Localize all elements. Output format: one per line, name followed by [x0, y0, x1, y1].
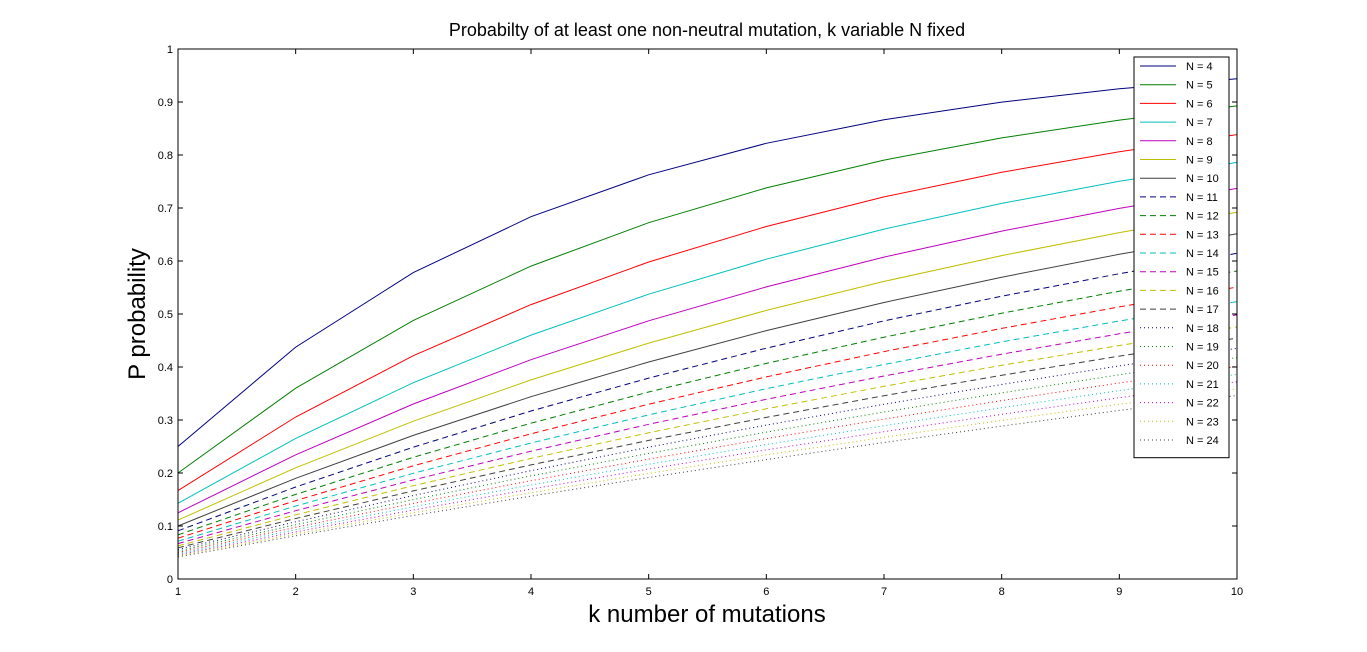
x-tick-label: 9 — [1116, 586, 1122, 598]
legend-label: N = 22 — [1186, 398, 1219, 410]
x-tick-label: 3 — [410, 586, 416, 598]
chart-title: Probabilty of at least one non-neutral m… — [449, 20, 965, 40]
legend-label: N = 5 — [1186, 80, 1213, 92]
y-tick-label: 0.6 — [158, 256, 173, 268]
x-tick-label: 7 — [881, 586, 887, 598]
series-line-n15 — [177, 314, 1238, 545]
legend-label: N = 21 — [1186, 379, 1219, 391]
series-line-n9 — [177, 211, 1238, 521]
series-line-n7 — [177, 161, 1238, 504]
series-line-n14 — [177, 301, 1238, 542]
series-line-n12 — [177, 270, 1238, 536]
axis-ticks: 1 2 3 4 5 6 7 8 9 10 0 0.1 0.2 0.3 0.4 0.5 0.6 0.7 0.8 0.9 1 — [158, 44, 1243, 598]
y-tick-label: 0.2 — [158, 468, 173, 480]
y-tick-label: 0.7 — [158, 203, 173, 215]
x-tick-label: 5 — [646, 586, 652, 598]
x-tick-label: 10 — [1231, 586, 1243, 598]
series-line-n21 — [177, 373, 1238, 555]
y-tick-label: 0.9 — [158, 97, 173, 109]
series-line-n11 — [177, 252, 1238, 532]
legend-box — [1133, 56, 1230, 459]
series-line-n16 — [177, 326, 1238, 547]
legend-label: N = 15 — [1186, 267, 1219, 279]
legend-label: N = 24 — [1186, 435, 1219, 447]
y-tick-label: 0.1 — [158, 521, 173, 533]
x-tick-label: 4 — [528, 586, 534, 598]
series-line-n8 — [177, 187, 1238, 514]
legend-label: N = 19 — [1186, 342, 1219, 354]
plot-frame — [177, 48, 1238, 580]
x-tick-label: 1 — [175, 586, 181, 598]
series-line-n13 — [177, 286, 1238, 539]
y-tick-label: 1 — [167, 44, 173, 56]
y-tick-label: 0.4 — [158, 362, 173, 374]
legend-label: N = 6 — [1186, 98, 1213, 110]
series-group — [177, 78, 1238, 558]
y-tick-label: 0.8 — [158, 150, 173, 162]
legend-label: N = 11 — [1186, 192, 1218, 204]
series-line-n5 — [177, 105, 1238, 474]
legend-label: N = 7 — [1186, 117, 1213, 129]
series-line-n6 — [177, 134, 1238, 492]
y-tick-label: 0 — [167, 574, 173, 586]
legend-label: N = 17 — [1186, 304, 1219, 316]
x-tick-label: 2 — [293, 586, 299, 598]
legend: N = 4 N = 5 N = 6 N = 7 N = 8 N = 9 N = 10 N = … — [1133, 56, 1230, 459]
series-line-n10 — [177, 233, 1238, 527]
legend-label: N = 23 — [1186, 416, 1219, 428]
y-tick-label: 0.3 — [158, 415, 173, 427]
series-line-n17 — [177, 337, 1238, 549]
series-line-n24 — [177, 394, 1238, 558]
legend-label: N = 10 — [1186, 173, 1219, 185]
series-line-n20 — [177, 365, 1238, 553]
x-tick-label: 6 — [763, 586, 769, 598]
legend-label: N = 14 — [1186, 248, 1219, 260]
y-tick-label: 0.5 — [158, 309, 173, 321]
legend-label: N = 4 — [1186, 61, 1213, 73]
legend-label: N = 16 — [1186, 285, 1219, 297]
series-line-n4 — [177, 78, 1238, 447]
legend-label: N = 9 — [1186, 155, 1213, 167]
plot-area — [178, 49, 1237, 579]
series-line-n19 — [177, 357, 1238, 552]
legend-label: N = 20 — [1186, 360, 1219, 372]
x-tick-label: 8 — [999, 586, 1005, 598]
legend-label: N = 8 — [1186, 136, 1213, 148]
legend-label: N = 12 — [1186, 211, 1219, 223]
legend-label: N = 13 — [1186, 229, 1219, 241]
legend-label: N = 18 — [1186, 323, 1219, 335]
y-axis-label: P probability — [124, 248, 151, 380]
x-axis-label: k number of mutations — [588, 601, 825, 628]
